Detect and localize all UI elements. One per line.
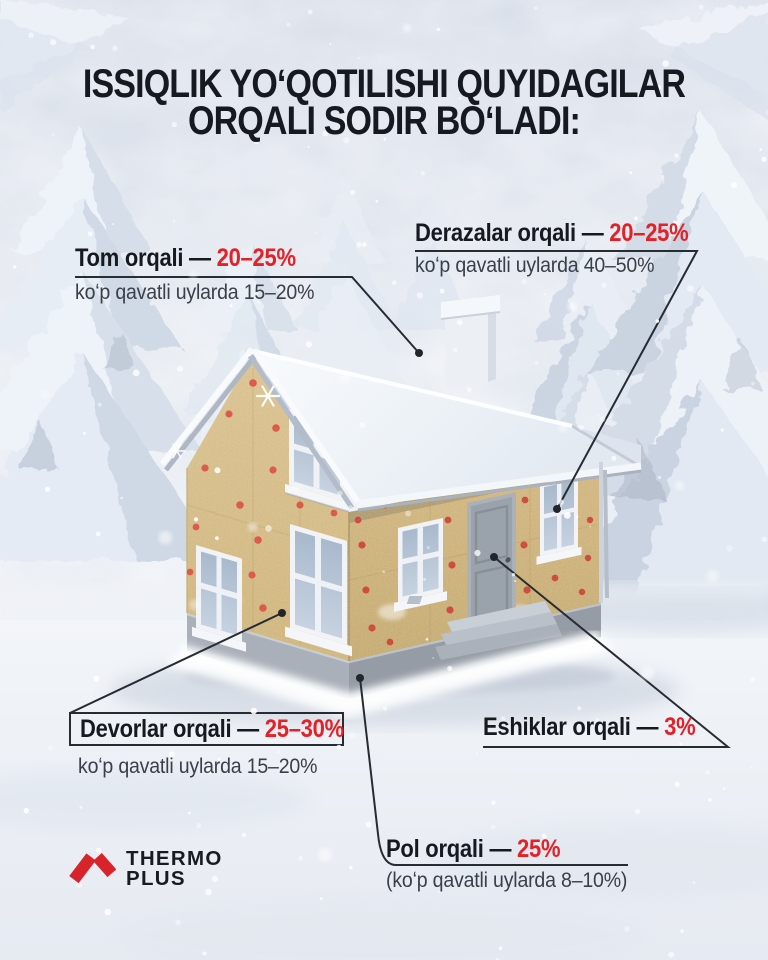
gable-window-right	[285, 524, 352, 657]
walls-leader-line	[69, 612, 283, 714]
base-snowdrift	[168, 630, 612, 719]
chimney	[440, 295, 501, 389]
door-handle	[505, 557, 511, 563]
floor-point	[356, 674, 364, 682]
walls-label-box	[69, 712, 344, 746]
roof-leader-line	[75, 276, 420, 354]
callout-dots	[278, 349, 561, 682]
windows-leader-line	[415, 250, 699, 510]
doors-point	[490, 553, 498, 561]
falling-snow	[13, 4, 768, 960]
entry-door	[467, 492, 516, 647]
walls-point	[278, 609, 286, 617]
windows-point	[553, 505, 561, 513]
door-steps	[435, 601, 562, 660]
doors-leader-line	[483, 556, 731, 748]
roof-snow-slope	[253, 351, 641, 505]
front-window-right	[536, 475, 582, 565]
roof	[159, 347, 642, 512]
gable-window-left	[192, 545, 246, 652]
floor-leader-line	[359, 677, 628, 866]
corner-branches	[0, 0, 768, 120]
roof-point	[415, 349, 423, 357]
callout-lines	[69, 250, 731, 866]
downspout	[406, 462, 609, 604]
snowflake-ornament	[168, 385, 281, 459]
